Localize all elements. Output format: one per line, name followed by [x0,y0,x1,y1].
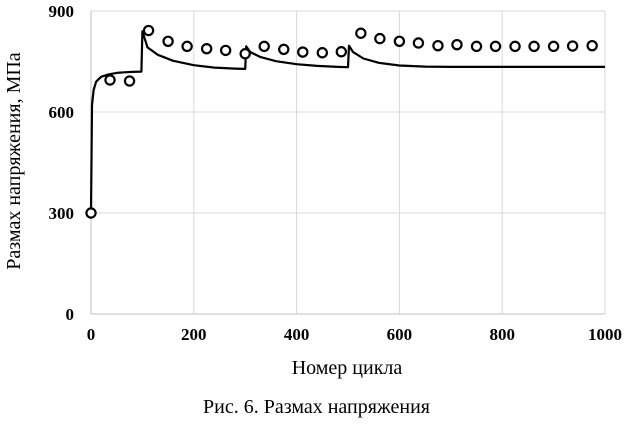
x-axis-label: Номер цикла [292,357,403,379]
data-point [123,75,136,87]
y-tick-label: 300 [49,204,75,223]
data-point [85,207,97,219]
y-tick-labels: 0 300 600 900 [49,2,75,324]
chart: 0 200 400 600 800 1000 0 300 600 900 Номер цикла… [3,2,622,379]
data-point [566,40,579,52]
data-point [142,24,155,37]
data-point [509,40,521,53]
data-point [412,37,425,49]
data-point [547,40,560,53]
x-tick-label: 600 [387,325,413,344]
x-tick-label: 1000 [588,325,622,344]
y-tick-label: 900 [49,2,75,21]
data-point [489,40,502,53]
series-line-group [89,30,605,214]
x-tick-label: 200 [181,325,207,344]
data-point [162,35,174,48]
data-point [355,27,367,39]
series-markers-group [85,24,598,219]
x-tick-label: 800 [489,325,515,344]
x-tick-label: 400 [284,325,310,344]
figure-caption: Рис. 6. Размах напряжения [203,396,430,418]
data-point [297,46,309,58]
data-point [316,47,328,59]
x-tick-label: 0 [87,325,96,344]
data-point [470,40,483,53]
data-point [451,38,463,51]
y-axis-label: Размах напряжения, МПа [3,52,25,269]
data-point [258,40,270,53]
data-point [219,44,232,57]
x-tick-labels: 0 200 400 600 800 1000 [87,325,622,344]
data-point [278,43,290,56]
data-point [200,43,213,55]
data-point [374,32,386,45]
data-point [104,74,116,86]
data-point [586,39,598,52]
y-tick-label: 600 [49,103,75,122]
data-point [393,35,406,48]
data-point [432,39,444,52]
series-line [89,30,605,214]
data-point [181,40,193,53]
y-tick-label: 0 [66,305,75,324]
data-point [528,40,540,53]
data-point [239,48,251,60]
data-point [335,46,348,58]
